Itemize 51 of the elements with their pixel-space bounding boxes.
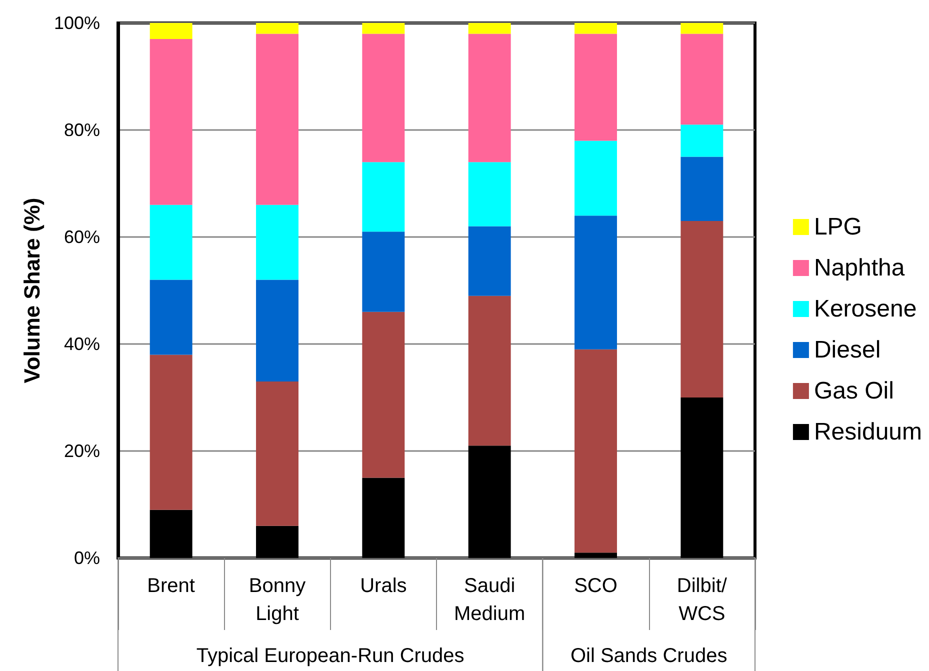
bar <box>574 349 617 553</box>
bar <box>468 34 511 162</box>
x-tick-label: SCO <box>574 575 618 597</box>
bar <box>680 156 724 221</box>
y-tick-label: 20% <box>64 441 100 461</box>
bar <box>150 280 192 355</box>
bar <box>574 23 617 34</box>
legend-label: Diesel <box>814 336 881 364</box>
bar <box>256 381 298 526</box>
legend-label: Naphtha <box>814 254 906 282</box>
x-tick-label: Saudi Medium <box>454 575 526 625</box>
bar <box>256 34 298 205</box>
bar <box>362 23 405 34</box>
bar <box>256 23 298 34</box>
bar <box>362 232 405 312</box>
bar <box>574 140 617 216</box>
bar <box>680 124 724 157</box>
x-tick-label: Urals <box>360 575 407 597</box>
y-tick-label: 60% <box>64 227 100 247</box>
bar <box>680 23 724 34</box>
x-tick-label: Dilbit/WCS <box>676 575 728 625</box>
bar <box>680 220 724 398</box>
x-tick-label: Brent <box>147 575 196 597</box>
y-tick-label: 0% <box>74 548 100 568</box>
bar <box>150 354 192 510</box>
bar <box>574 34 617 141</box>
text: Oil Sands Crudes <box>570 645 728 667</box>
bar <box>150 23 192 40</box>
bar <box>468 296 511 446</box>
legend-label: Gas Oil <box>814 378 894 404</box>
bar <box>150 204 192 280</box>
bar <box>150 39 192 205</box>
bar <box>362 312 405 478</box>
bar <box>680 34 724 125</box>
y-axis-title: Volume Share (%) <box>20 198 45 384</box>
bar <box>468 226 511 296</box>
bar <box>256 204 298 280</box>
bar <box>468 23 511 34</box>
legend-label: LPG <box>814 214 862 240</box>
y-tick-label: 80% <box>64 120 100 140</box>
text: Typical European-Run Crudes <box>196 645 464 667</box>
bar <box>574 216 617 350</box>
bar <box>362 34 405 162</box>
legend-label: Kerosene <box>814 296 917 322</box>
bar <box>468 162 511 226</box>
x-tick-label: Bonny Light <box>248 575 306 625</box>
legend-label: Residuum <box>814 418 922 446</box>
y-tick-label: 100% <box>54 13 100 33</box>
bar <box>362 162 405 232</box>
y-tick-label: 40% <box>64 334 100 354</box>
bar <box>256 280 298 382</box>
